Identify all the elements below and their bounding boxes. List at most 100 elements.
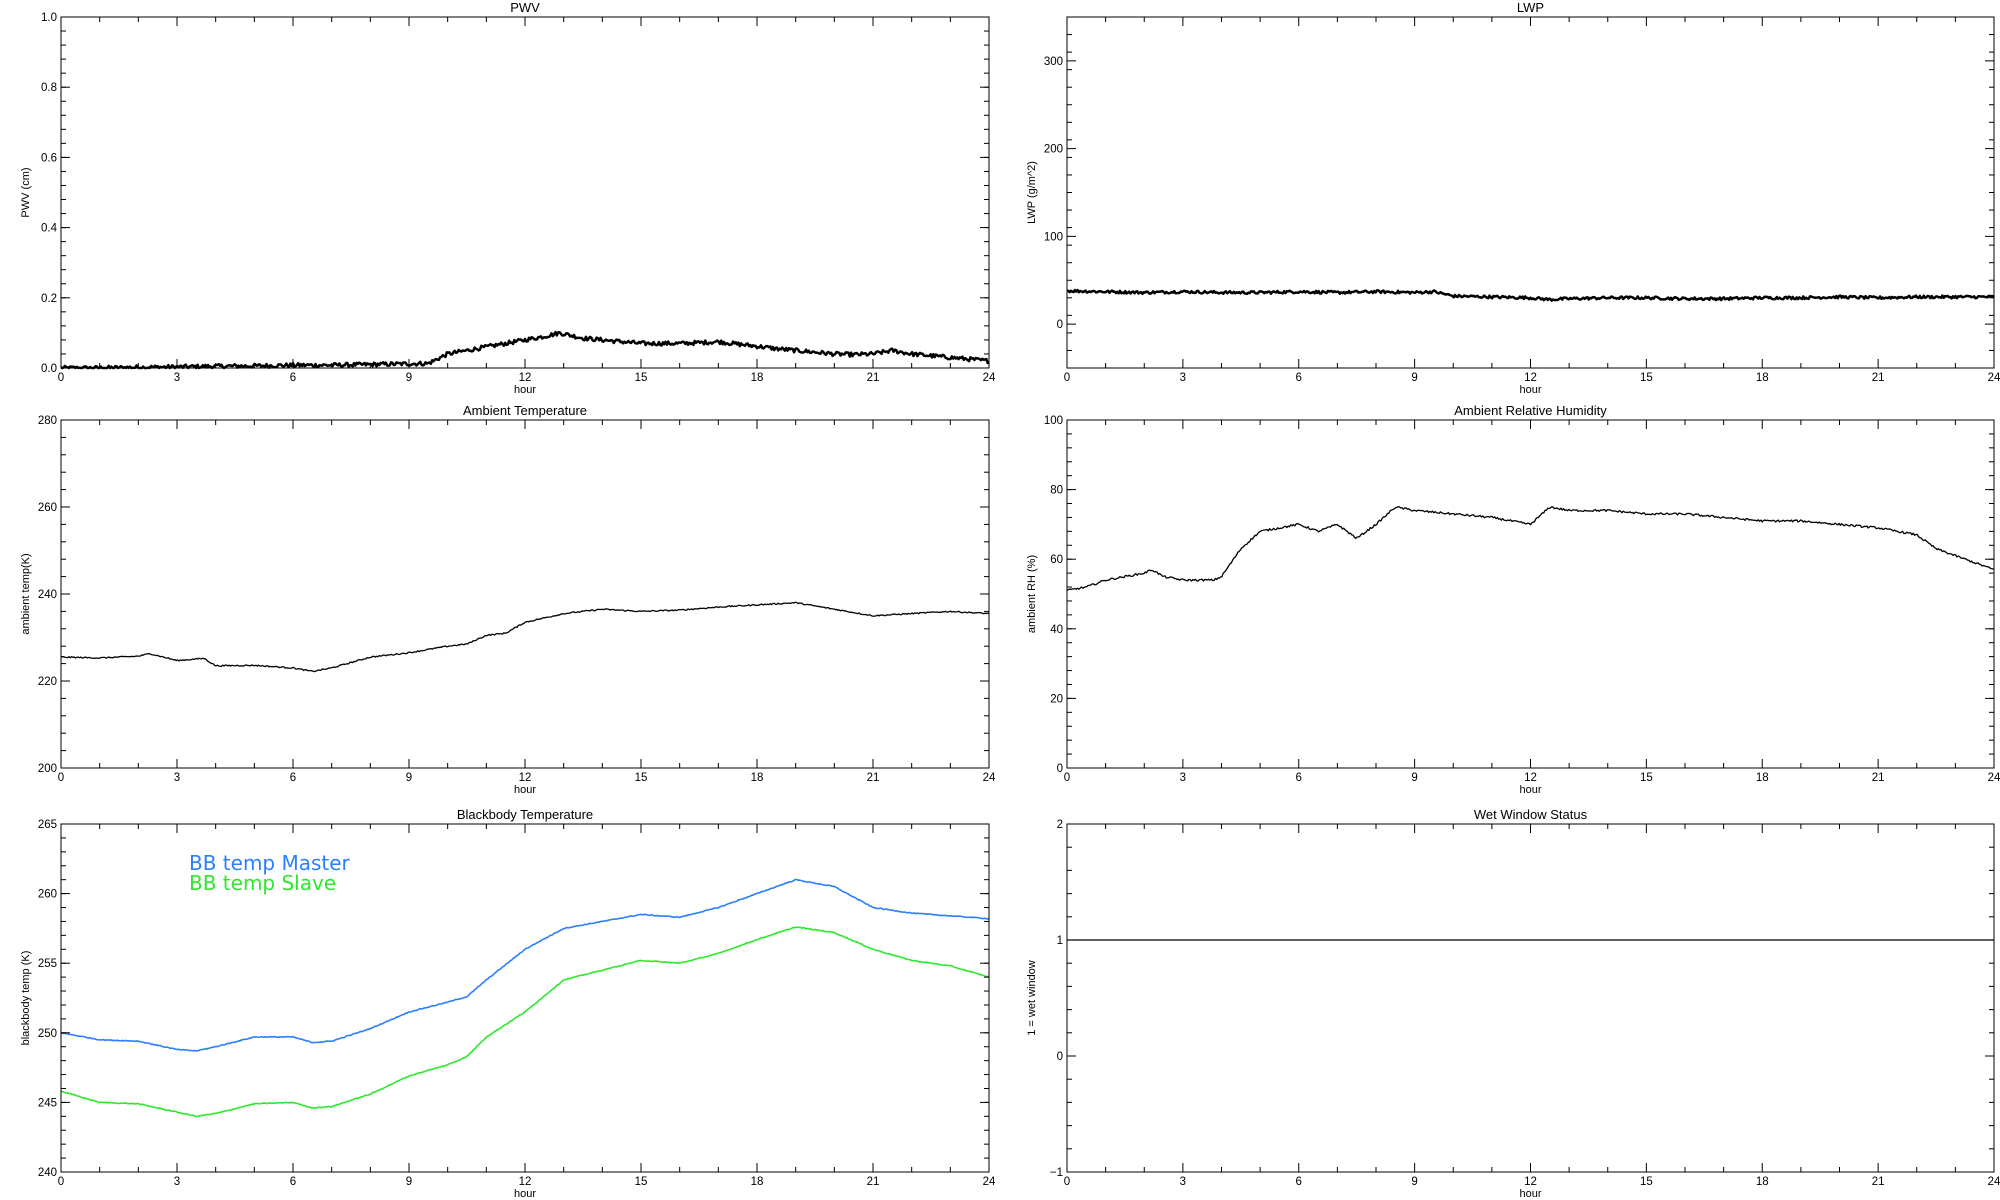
x-tick-label: 6 — [1296, 372, 1302, 384]
y-tick-label: 250 — [38, 1028, 57, 1040]
y-tick-label: 1 — [1057, 935, 1063, 947]
plot-frame — [1066, 823, 1995, 1173]
x-tick-label: 21 — [1872, 372, 1885, 384]
chart-panel-ambient-rh: Ambient Relative Humidity 0 3 6 9 12 15 18 21 24 h… — [1026, 403, 2000, 796]
x-tick-label: 12 — [519, 372, 532, 384]
x-tick-label: 18 — [751, 372, 764, 384]
x-tick-label: 9 — [1411, 772, 1417, 784]
x-axis-label: hour — [1519, 1188, 1541, 1200]
x-tick-label: 3 — [174, 372, 180, 384]
y-tick-label: 0 — [1057, 319, 1063, 331]
y-axis-label: PWV (cm) — [20, 167, 32, 217]
x-axis-label: hour — [1519, 384, 1541, 396]
x-tick-label: 15 — [635, 372, 648, 384]
x-tick-label: 12 — [519, 772, 532, 784]
chart-panel-ambient-temp: Ambient Temperature 0 3 6 9 12 15 18 21 24 hour 200… — [20, 403, 996, 796]
series-line-0 — [1066, 506, 1995, 591]
series-line-bb-temp-master — [60, 878, 990, 1052]
x-tick-label: 3 — [1180, 1176, 1186, 1188]
y-tick-label: 0.0 — [41, 363, 57, 375]
x-tick-label: 18 — [1756, 372, 1769, 384]
y-tick-label: 240 — [38, 589, 57, 601]
x-tick-label: 0 — [58, 1176, 64, 1188]
x-tick-label: 15 — [635, 772, 648, 784]
chart-title: Wet Window Status — [1474, 807, 1588, 822]
y-tick-label: 200 — [38, 763, 57, 775]
x-tick-label: 12 — [1524, 1176, 1537, 1188]
x-tick-label: 21 — [867, 1176, 880, 1188]
x-tick-label: 18 — [1756, 772, 1769, 784]
x-tick-label: 18 — [751, 772, 764, 784]
x-tick-label: 9 — [406, 1176, 412, 1188]
x-tick-label: 0 — [1064, 772, 1070, 784]
y-axis-label: blackbody temp (K) — [20, 951, 32, 1046]
y-tick-label: 100 — [1044, 231, 1063, 243]
x-tick-label: 24 — [1988, 772, 2000, 784]
y-tick-label: −1 — [1050, 1167, 1063, 1179]
y-tick-label: 300 — [1044, 56, 1063, 68]
x-tick-label: 24 — [1988, 1176, 2000, 1188]
x-tick-label: 3 — [174, 772, 180, 784]
x-tick-label: 3 — [1180, 372, 1186, 384]
x-tick-label: 24 — [1988, 372, 2000, 384]
x-tick-label: 21 — [1872, 1176, 1885, 1188]
chart-title: Ambient Temperature — [463, 403, 587, 418]
y-axis-label: 1 = wet window — [1026, 960, 1038, 1036]
x-tick-label: 6 — [290, 1176, 296, 1188]
series-line-0 — [60, 601, 990, 673]
y-axis-label: ambient temp(K) — [20, 553, 32, 634]
y-tick-label: 20 — [1050, 693, 1063, 705]
x-tick-label: 21 — [867, 772, 880, 784]
x-tick-label: 3 — [174, 1176, 180, 1188]
y-tick-label: 0.8 — [41, 82, 57, 94]
x-tick-label: 15 — [1640, 1176, 1653, 1188]
x-tick-label: 6 — [290, 372, 296, 384]
x-tick-label: 21 — [867, 372, 880, 384]
chart-title: Ambient Relative Humidity — [1454, 403, 1607, 418]
y-axis-label: ambient RH (%) — [1026, 555, 1038, 633]
y-tick-label: 260 — [38, 889, 57, 901]
y-tick-label: 255 — [38, 958, 57, 970]
y-tick-label: 40 — [1050, 624, 1063, 636]
y-tick-label: 260 — [38, 502, 57, 514]
x-tick-label: 18 — [751, 1176, 764, 1188]
x-tick-label: 6 — [290, 772, 296, 784]
y-tick-label: 240 — [38, 1167, 57, 1179]
y-tick-label: 0.6 — [41, 152, 57, 164]
plot-frame — [60, 419, 990, 769]
plot-frame — [1066, 16, 1995, 369]
x-axis-label: hour — [514, 784, 536, 796]
x-tick-label: 18 — [1756, 1176, 1769, 1188]
series-line-bb-temp-slave — [60, 926, 990, 1118]
chart-panel-pwv: PWV 0 3 6 9 12 15 18 21 24 hour 0.0 0.2 0.4 0.6 0.8 1.0 P… — [20, 0, 996, 396]
x-tick-label: 0 — [1064, 372, 1070, 384]
x-axis-label: hour — [1519, 784, 1541, 796]
y-tick-label: 265 — [38, 819, 57, 831]
y-tick-label: 220 — [38, 676, 57, 688]
y-tick-label: 80 — [1050, 485, 1063, 497]
chart-panel-blackbody-temp: Blackbody Temperature 0 3 6 9 12 15 18 21 24 hour 2… — [20, 807, 996, 1200]
x-tick-label: 3 — [1180, 772, 1186, 784]
x-tick-label: 15 — [1640, 772, 1653, 784]
x-tick-label: 6 — [1296, 772, 1302, 784]
x-tick-label: 12 — [519, 1176, 532, 1188]
chart-title: LWP — [1517, 0, 1544, 15]
y-tick-label: 200 — [1044, 144, 1063, 156]
y-tick-label: 60 — [1050, 554, 1063, 566]
chart-title: PWV — [510, 0, 540, 15]
x-axis-label: hour — [514, 384, 536, 396]
x-tick-label: 9 — [1411, 372, 1417, 384]
plot-frame — [1066, 419, 1995, 769]
plot-frame — [60, 16, 990, 369]
x-tick-label: 9 — [406, 772, 412, 784]
y-tick-label: 245 — [38, 1097, 57, 1109]
chart-panel-lwp: LWP 0 3 6 9 12 15 18 21 24 hour 0 100 200 300 LWP (g/m^… — [1026, 0, 2000, 396]
x-tick-label: 9 — [1411, 1176, 1417, 1188]
x-tick-label: 12 — [1524, 372, 1537, 384]
y-tick-label: 1.0 — [41, 12, 57, 24]
x-tick-label: 21 — [1872, 772, 1885, 784]
x-axis-label: hour — [514, 1188, 536, 1200]
chart-title: Blackbody Temperature — [457, 807, 593, 822]
